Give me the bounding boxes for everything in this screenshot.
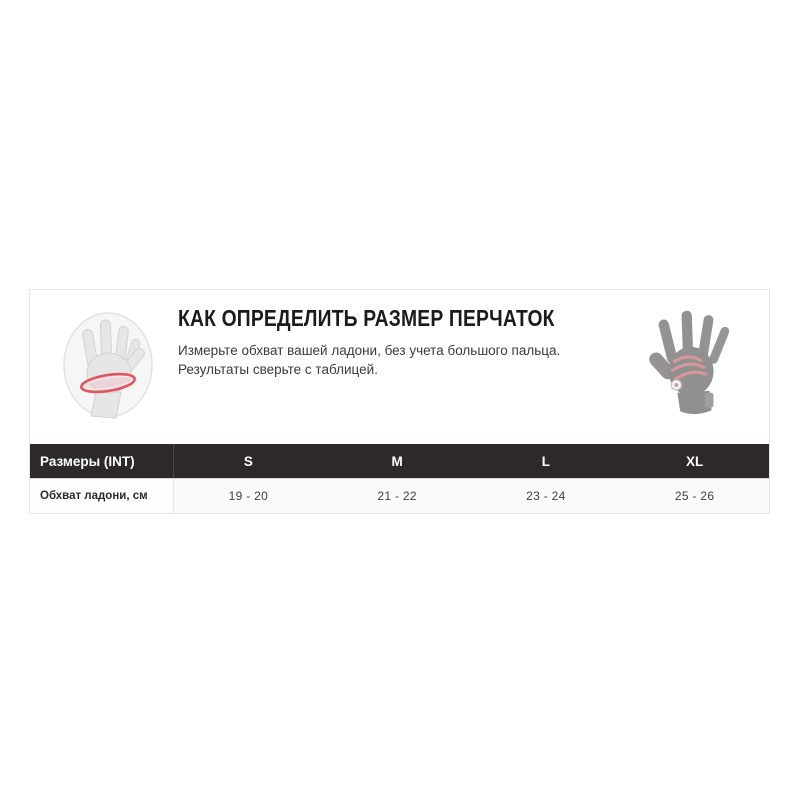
size-table-value-l: 23 - 24 bbox=[526, 489, 566, 503]
size-guide-card: КАК ОПРЕДЕЛИТЬ РАЗМЕР ПЕРЧАТОК Измерьте … bbox=[29, 289, 770, 514]
glove-photo-icon bbox=[649, 310, 730, 415]
size-table-row-label: Обхват ладони, см bbox=[30, 479, 174, 513]
size-table-header-xl: XL bbox=[685, 453, 704, 469]
size-table-value-xl: 25 - 26 bbox=[674, 489, 715, 503]
hand-measure-icon bbox=[63, 312, 153, 419]
size-table-header-m: M bbox=[391, 453, 403, 469]
size-guide-title: КАК ОПРЕДЕЛИТЬ РАЗМЕР ПЕРЧАТОК bbox=[178, 305, 555, 331]
size-table: Размеры (INT) S M L XL Обхват ладони, см… bbox=[30, 444, 769, 513]
size-table-value-s: 19 - 20 bbox=[228, 489, 269, 503]
size-table-header-sizes: Размеры (INT) bbox=[30, 444, 174, 478]
size-table-header-row: Размеры (INT) S M L XL bbox=[30, 444, 769, 478]
size-guide-description: Измерьте обхват вашей ладони, без учета … bbox=[178, 341, 638, 379]
size-guide-description-line2: Результаты сверьте с таблицей. bbox=[178, 362, 378, 377]
size-table-data-row: Обхват ладони, см 19 - 20 21 - 22 23 - 2… bbox=[30, 478, 769, 513]
measure-band-icon bbox=[80, 372, 136, 394]
size-table-header-l: L bbox=[541, 453, 550, 469]
size-guide-text-block: КАК ОПРЕДЕЛИТЬ РАЗМЕР ПЕРЧАТОК Измерьте … bbox=[178, 305, 638, 379]
size-table-value-m: 21 - 22 bbox=[377, 489, 417, 503]
size-guide-intro-section: КАК ОПРЕДЕЛИТЬ РАЗМЕР ПЕРЧАТОК Измерьте … bbox=[30, 290, 769, 444]
size-table-header-s: S bbox=[243, 453, 253, 469]
size-guide-description-line1: Измерьте обхват вашей ладони, без учета … bbox=[178, 343, 561, 358]
